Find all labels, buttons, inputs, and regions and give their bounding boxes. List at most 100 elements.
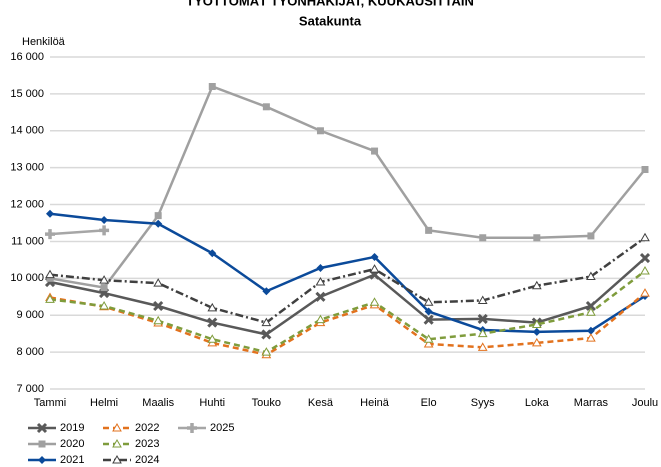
marker (425, 226, 433, 234)
marker (479, 234, 487, 242)
marker (586, 307, 596, 316)
marker (36, 422, 48, 434)
marker (100, 284, 108, 292)
marker (207, 317, 218, 328)
x-tick-label: Heinä (360, 397, 390, 409)
y-tick-label: 9 000 (16, 309, 44, 321)
y-tick-label: 15 000 (10, 88, 44, 100)
y-tick-label: 16 000 (10, 51, 44, 63)
marker (46, 274, 54, 282)
marker (187, 423, 197, 433)
marker (477, 342, 488, 351)
marker (99, 300, 109, 310)
marker (45, 269, 55, 279)
y-tick-label: 14 000 (10, 125, 44, 137)
marker (477, 295, 488, 304)
marker (315, 314, 326, 324)
marker (640, 265, 650, 275)
series-line (49, 236, 646, 324)
x-tick-label: Touko (252, 397, 281, 409)
marker (154, 212, 162, 220)
marker (640, 232, 650, 242)
series-line (49, 257, 646, 336)
marker (371, 147, 379, 155)
chart-title: TYÖTTÖMÄT TYÖNHAKIJAT, KUUKAUSITTAIN (186, 0, 474, 8)
marker (477, 313, 488, 324)
series-line (49, 212, 646, 334)
x-tick-label: Tammi (34, 397, 66, 409)
x-tick-label: Syys (471, 397, 495, 409)
marker (531, 280, 542, 290)
marker (207, 302, 218, 312)
marker (424, 307, 433, 316)
chart-subtitle: Satakunta (299, 13, 362, 28)
marker (315, 277, 326, 286)
marker (639, 252, 651, 264)
marker (641, 166, 649, 174)
x-tick-label: Marras (574, 397, 609, 409)
marker (531, 337, 542, 347)
marker (532, 327, 541, 336)
legend-label: 2022 (135, 422, 159, 434)
marker (261, 347, 272, 356)
y-tick-label: 13 000 (10, 162, 44, 174)
marker (315, 291, 326, 302)
marker (45, 229, 55, 240)
marker (369, 264, 380, 273)
marker (100, 216, 109, 225)
marker (112, 422, 122, 432)
marker (207, 334, 218, 343)
series-line (49, 84, 646, 289)
marker (423, 334, 434, 343)
legend-label: 2024 (135, 454, 159, 466)
marker (477, 328, 488, 338)
x-tick-label: Elo (421, 397, 437, 409)
x-tick-label: Kesä (308, 397, 334, 409)
series-line (49, 269, 646, 354)
legend-label: 2021 (60, 454, 84, 466)
series-line (49, 229, 105, 236)
x-tick-label: Maalis (142, 397, 174, 409)
marker (112, 438, 122, 448)
marker (262, 103, 270, 111)
marker (370, 252, 379, 261)
y-tick-label: 8 000 (16, 346, 44, 358)
legend-label: 2019 (60, 422, 84, 434)
marker (640, 288, 650, 297)
marker (261, 317, 272, 327)
marker (153, 315, 164, 325)
marker (45, 294, 55, 303)
y-tick-label: 11 000 (11, 235, 44, 247)
marker (154, 219, 163, 228)
marker (261, 329, 272, 340)
marker (585, 300, 596, 312)
marker (586, 326, 595, 335)
marker (208, 249, 217, 258)
marker (99, 225, 110, 236)
marker (38, 440, 46, 448)
marker (586, 271, 596, 280)
marker (99, 275, 109, 284)
y-tick-label: 10 000 (10, 272, 44, 284)
marker (112, 454, 122, 464)
x-tick-label: Joulu (632, 397, 658, 409)
marker (38, 456, 46, 464)
marker (533, 234, 541, 242)
marker (316, 127, 324, 135)
marker (262, 287, 271, 296)
marker (153, 278, 164, 287)
legend-label: 2020 (60, 438, 84, 450)
marker (316, 264, 325, 273)
legend-label: 2025 (210, 422, 234, 434)
marker (46, 209, 54, 218)
y-tick-label: 12 000 (10, 198, 44, 210)
y-tick-label: 7 000 (16, 383, 44, 395)
x-tick-label: Huhti (199, 397, 225, 409)
y-axis-label: Henkilöä (22, 36, 66, 48)
series-line (49, 292, 646, 357)
marker (531, 319, 542, 328)
x-tick-label: Helmi (90, 397, 118, 409)
legend-label: 2023 (135, 438, 159, 450)
marker (423, 314, 434, 325)
